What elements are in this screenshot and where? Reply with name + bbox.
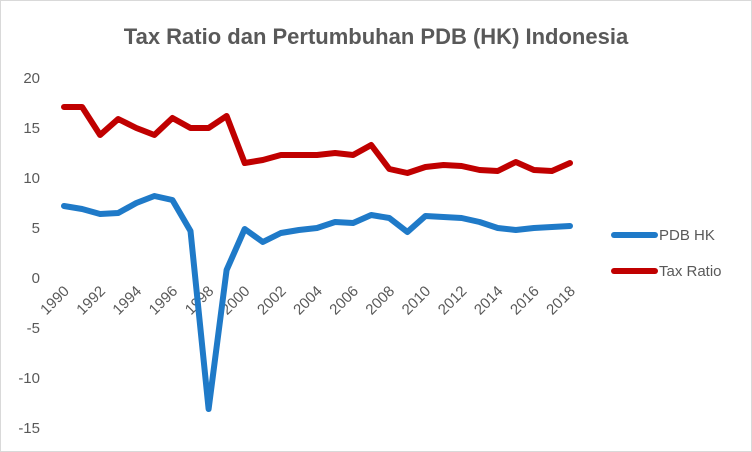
x-tick-label: 2010 <box>399 283 435 319</box>
x-tick-label: 2014 <box>471 283 507 319</box>
x-tick-label: 2016 <box>507 283 543 319</box>
y-tick-label: 5 <box>32 220 40 237</box>
chart-title: Tax Ratio dan Pertumbuhan PDB (HK) Indon… <box>124 24 629 49</box>
legend: PDB HK Tax Ratio <box>611 227 722 280</box>
legend-label: Tax Ratio <box>659 263 722 280</box>
y-tick-label: -5 <box>27 320 40 337</box>
x-tick-label: 2018 <box>543 283 579 319</box>
series-line-pdb-hk <box>61 193 573 412</box>
y-tick-label: 10 <box>23 170 40 187</box>
y-tick-label: -15 <box>18 420 40 437</box>
x-axis-tick-labels: 1990 1992 1994 1996 1998 2000 2002 2004 2006 2008… <box>37 283 579 319</box>
series-lines <box>61 104 573 412</box>
x-tick-label: 1990 <box>37 283 73 319</box>
x-tick-label: 2002 <box>254 283 290 319</box>
y-axis-tick-labels: 20 15 10 5 0 -5 -10 -15 <box>18 70 40 437</box>
y-tick-label: 15 <box>23 120 40 137</box>
x-tick-label: 2006 <box>326 283 362 319</box>
x-tick-label: 1996 <box>146 283 182 319</box>
x-tick-label: 1992 <box>73 283 109 319</box>
y-tick-label: 20 <box>23 70 40 87</box>
y-tick-label: 0 <box>32 270 40 287</box>
legend-label: PDB HK <box>659 227 715 244</box>
x-tick-label: 2004 <box>290 283 326 319</box>
y-tick-label: -10 <box>18 370 40 387</box>
x-tick-label: 2012 <box>435 283 471 319</box>
series-line-tax-ratio <box>61 104 573 176</box>
x-tick-label: 1994 <box>109 283 145 319</box>
x-tick-label: 2008 <box>362 283 398 319</box>
